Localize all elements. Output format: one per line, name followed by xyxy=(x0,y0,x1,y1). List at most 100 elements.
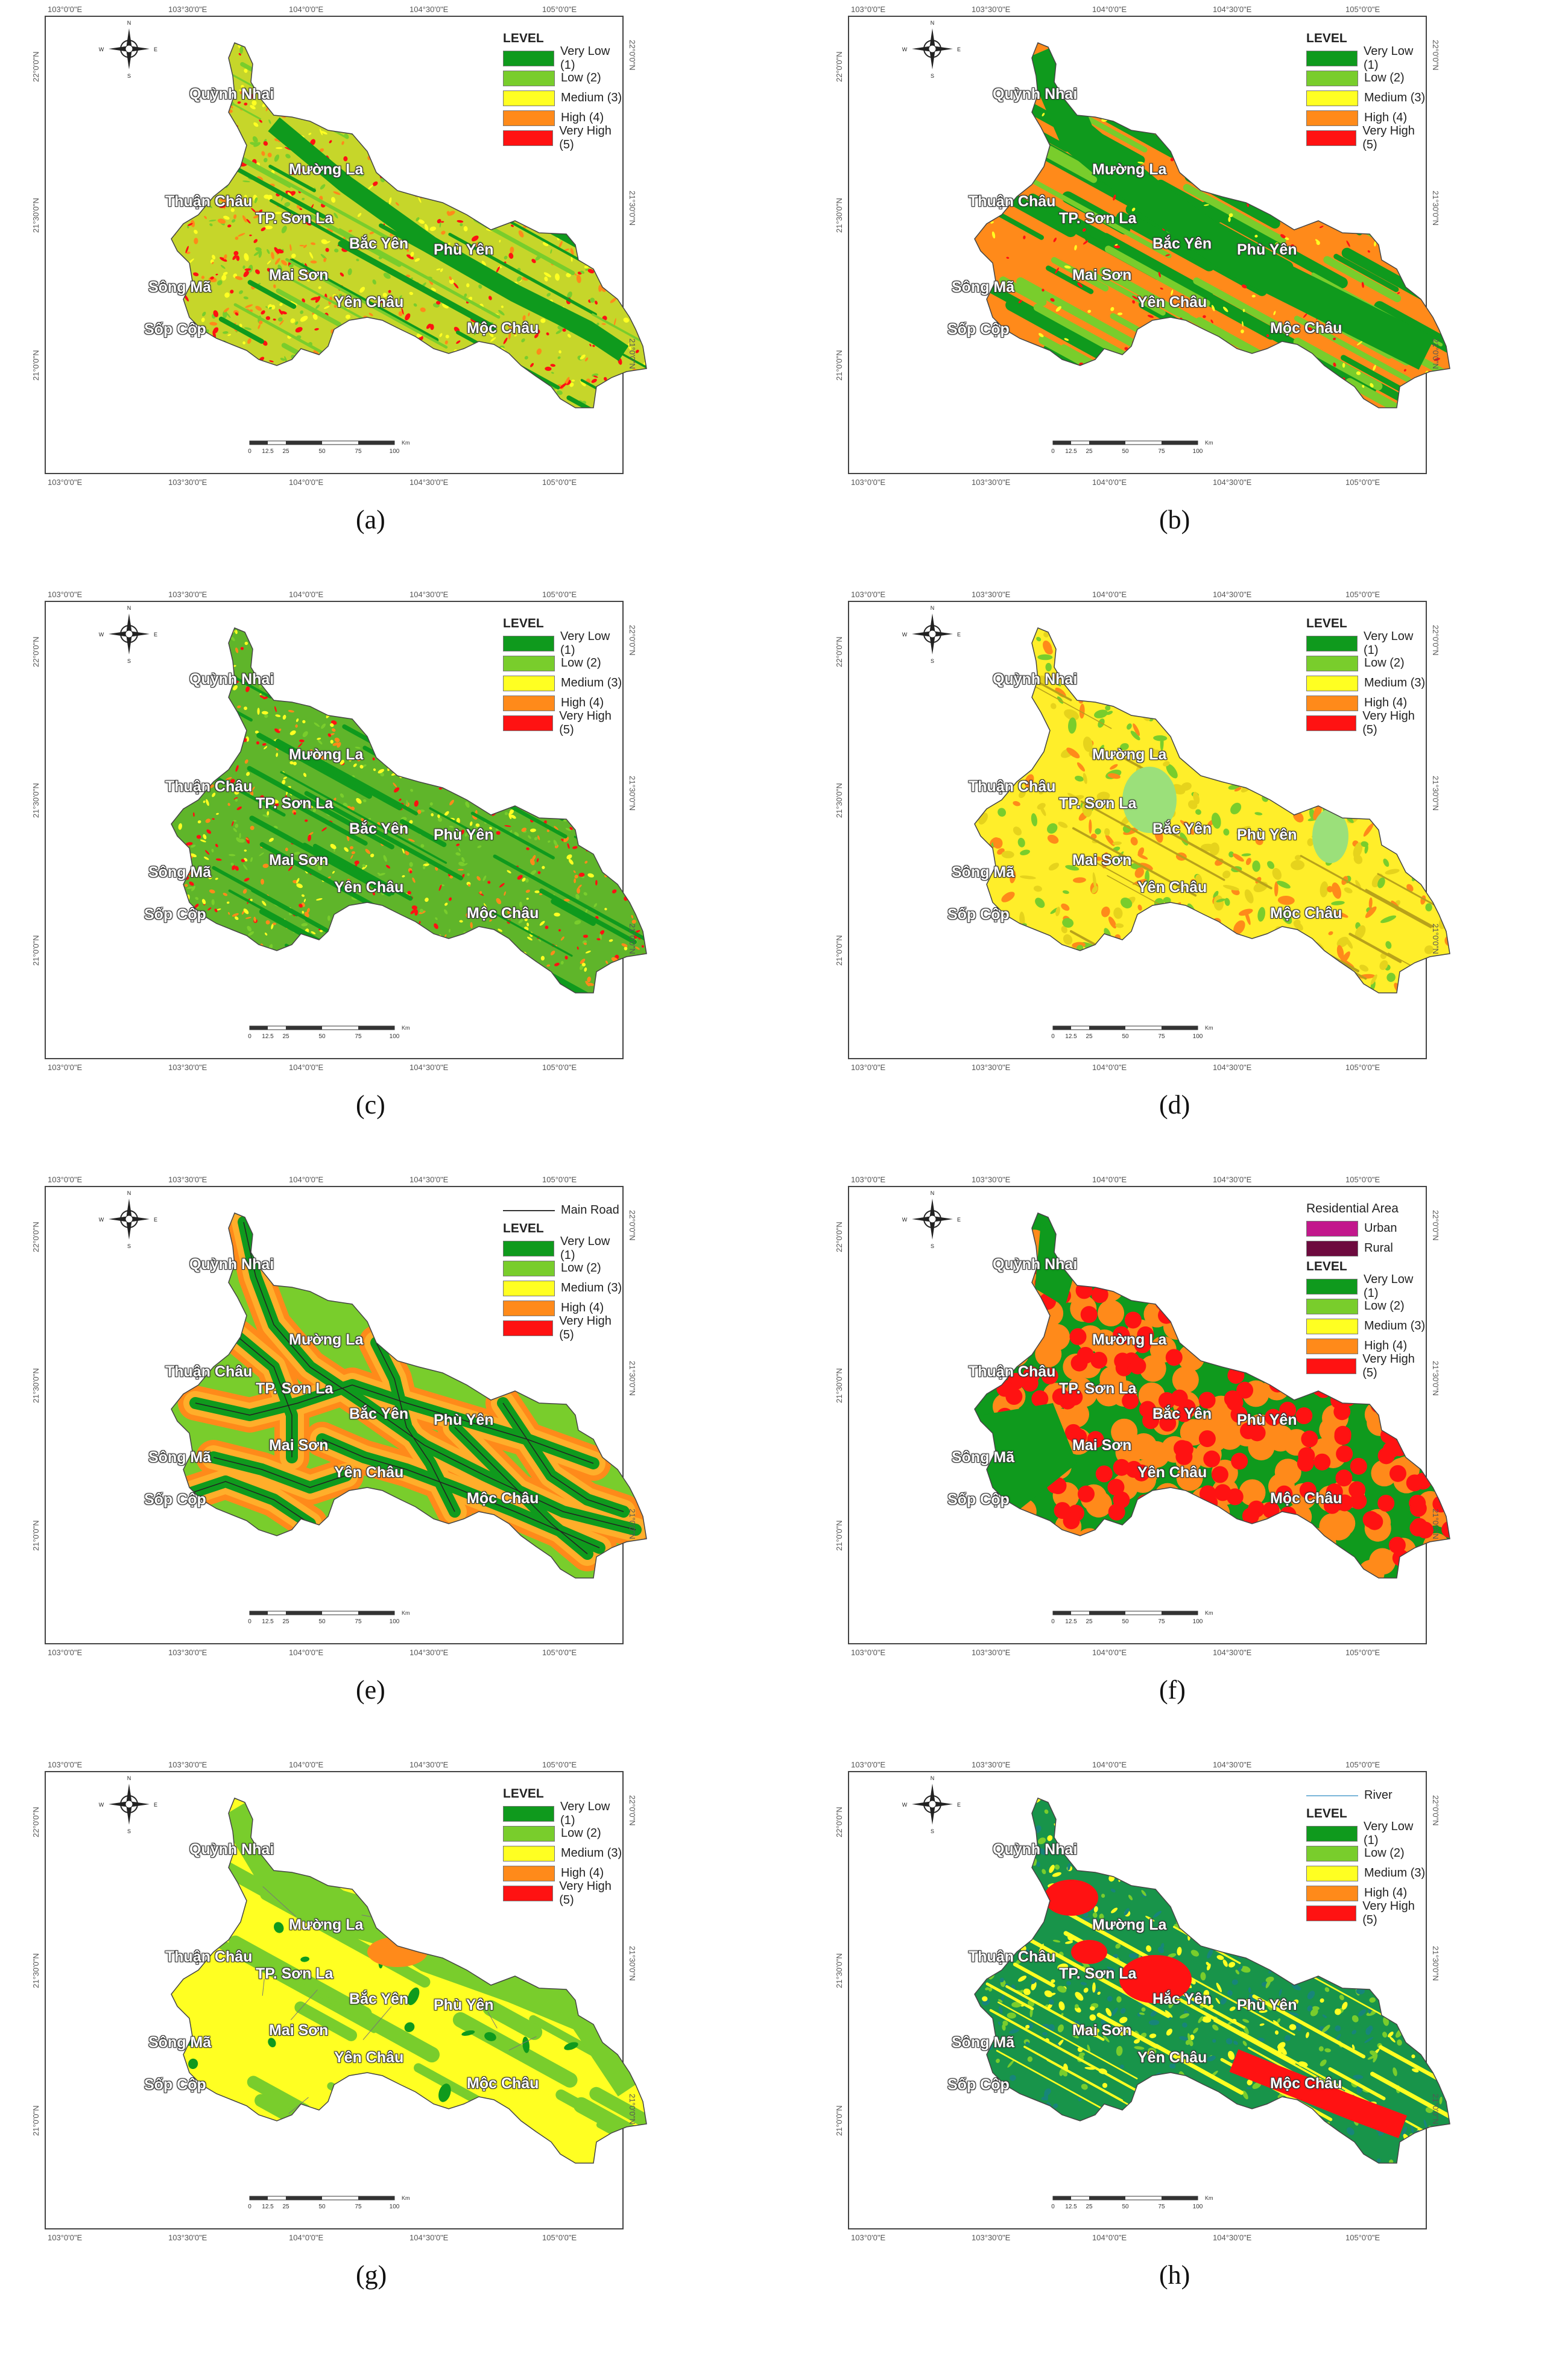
legend-level-label: Low (2) xyxy=(1364,1846,1405,1860)
legend-level-label: Very High (5) xyxy=(1362,709,1415,737)
legend-swatch xyxy=(1306,1845,1358,1861)
longitude-label-top: 103°30'0"E xyxy=(972,590,1011,599)
legend-swatch xyxy=(1306,655,1358,671)
longitude-label-bottom: 104°30'0"E xyxy=(409,1063,449,1072)
province-outline xyxy=(974,1212,1450,1579)
province-outline xyxy=(171,1798,647,2164)
district-label: Quỳnh Nhai xyxy=(189,1841,274,1858)
district-label: Bắc Yên xyxy=(1152,1405,1212,1422)
legend-swatch xyxy=(503,1825,555,1842)
latitude-label-left: 21°0'0"N xyxy=(31,1520,40,1551)
svg-text:25: 25 xyxy=(282,448,289,455)
latitude-label-right: 21°30'0"N xyxy=(628,1361,637,1396)
legend-swatch xyxy=(1306,715,1357,731)
district-label: Thuận Châu xyxy=(165,1363,253,1380)
district-label: Hắc Yên xyxy=(1152,1991,1212,2007)
svg-text:S: S xyxy=(127,658,131,664)
svg-text:N: N xyxy=(127,1190,131,1196)
svg-text:E: E xyxy=(154,46,157,52)
svg-text:75: 75 xyxy=(1158,1033,1165,1040)
legend-level-label: High (4) xyxy=(561,111,604,124)
svg-text:0: 0 xyxy=(1051,448,1055,455)
district-label: Mai Sơn xyxy=(1072,1437,1132,1454)
district-label: Sông Mã xyxy=(952,1449,1015,1466)
district-label: Sông Mã xyxy=(148,279,212,296)
legend-level-label: Low (2) xyxy=(561,1827,601,1840)
district-label: Mộc Châu xyxy=(1270,905,1342,922)
district-label: Bắc Yên xyxy=(349,235,409,252)
legend-swatch xyxy=(503,50,555,66)
longitude-label-bottom: 105°0'0"E xyxy=(542,1063,577,1072)
svg-text:12.5: 12.5 xyxy=(1065,448,1077,455)
district-label: Thuận Châu xyxy=(969,778,1056,795)
district-label: TP. Sơn La xyxy=(1059,1965,1137,1982)
district-label: Thuận Châu xyxy=(969,193,1056,210)
compass-rose-icon: N E S W xyxy=(99,20,157,79)
latitude-label-left: 21°30'0"N xyxy=(835,1953,844,1988)
latitude-label-left: 21°30'0"N xyxy=(835,1368,844,1403)
longitude-label-top: 104°0'0"E xyxy=(289,590,324,599)
longitude-label-top: 103°30'0"E xyxy=(168,5,207,14)
district-label: Bắc Yên xyxy=(349,1405,409,1422)
longitude-label-top: 103°0'0"E xyxy=(851,5,886,14)
legend-level-label: High (4) xyxy=(561,1866,604,1880)
latitude-label-right: 22°0'0"N xyxy=(628,625,637,656)
district-label: Mường La xyxy=(289,1916,364,1933)
compass-rose-icon: N E S W xyxy=(99,1190,157,1249)
latitude-label-right: 21°0'0"N xyxy=(628,924,637,954)
panel-caption: (g) xyxy=(356,2260,387,2290)
longitude-label-top: 103°30'0"E xyxy=(168,590,207,599)
compass-rose-icon: N E S W xyxy=(902,20,961,79)
legend-level-label: Very High (5) xyxy=(1362,1899,1415,1927)
district-label: Mộc Châu xyxy=(467,2075,539,2092)
district-label: Mường La xyxy=(1092,746,1167,763)
longitude-label-top: 103°0'0"E xyxy=(48,1175,83,1184)
map-panel-f: N E S W 0 12.5 25 50 75 100 Km 103°0'0"E 103°30'0"E 1… xyxy=(803,1170,1450,1705)
longitude-label-bottom: 104°0'0"E xyxy=(289,1648,324,1657)
district-label: Yên Châu xyxy=(334,1464,404,1481)
legend-level-label: Very High (5) xyxy=(1362,124,1415,151)
province-outline xyxy=(974,1798,1450,2164)
latitude-label-left: 21°0'0"N xyxy=(31,2105,40,2136)
legend-swatch xyxy=(503,635,555,651)
legend-swatch xyxy=(503,1260,555,1276)
district-label: Mường La xyxy=(1092,1916,1167,1933)
longitude-label-bottom: 103°0'0"E xyxy=(48,1648,83,1657)
svg-text:50: 50 xyxy=(318,448,326,455)
svg-text:12.5: 12.5 xyxy=(1065,1033,1077,1040)
legend-swatch xyxy=(503,90,555,106)
longitude-label-bottom: 104°30'0"E xyxy=(409,1648,449,1657)
legend-level-label: Very High (5) xyxy=(559,1314,612,1342)
longitude-label-bottom: 104°30'0"E xyxy=(409,2233,449,2242)
longitude-label-bottom: 104°0'0"E xyxy=(289,1063,324,1072)
legend-level-label: Low (2) xyxy=(1364,71,1405,84)
panel-caption: (b) xyxy=(1159,505,1190,534)
panel-caption: (e) xyxy=(356,1675,385,1705)
svg-text:S: S xyxy=(931,658,934,664)
longitude-label-bottom: 105°0'0"E xyxy=(1345,2233,1380,2242)
legend-level-label: Very Low (1) xyxy=(1364,1819,1414,1847)
svg-text:N: N xyxy=(931,1190,935,1196)
longitude-label-bottom: 104°30'0"E xyxy=(1213,1648,1252,1657)
longitude-label-top: 105°0'0"E xyxy=(1345,5,1380,14)
latitude-label-right: 21°30'0"N xyxy=(1431,191,1440,226)
svg-text:Km: Km xyxy=(402,1610,410,1616)
svg-text:N: N xyxy=(931,605,935,611)
svg-text:12.5: 12.5 xyxy=(262,1033,274,1040)
longitude-label-bottom: 105°0'0"E xyxy=(1345,1648,1380,1657)
district-label: Sốp Cộp xyxy=(144,321,206,338)
svg-text:75: 75 xyxy=(355,1033,362,1040)
longitude-label-bottom: 103°0'0"E xyxy=(851,1063,886,1072)
map-panel-g: N E S W 0 12.5 25 50 75 100 Km 103°0'0"E 103°30'0"E 1… xyxy=(0,1755,647,2290)
legend-level-label: Low (2) xyxy=(1364,656,1405,670)
longitude-label-top: 103°0'0"E xyxy=(48,5,83,14)
legend-swatch xyxy=(1306,1338,1358,1354)
latitude-label-right: 22°0'0"N xyxy=(1431,1795,1440,1826)
svg-text:50: 50 xyxy=(1122,1033,1129,1040)
svg-text:E: E xyxy=(957,632,961,638)
district-label: Yên Châu xyxy=(1137,1464,1207,1481)
latitude-label-left: 21°30'0"N xyxy=(31,1368,40,1403)
legend-title: LEVEL xyxy=(503,1221,544,1235)
